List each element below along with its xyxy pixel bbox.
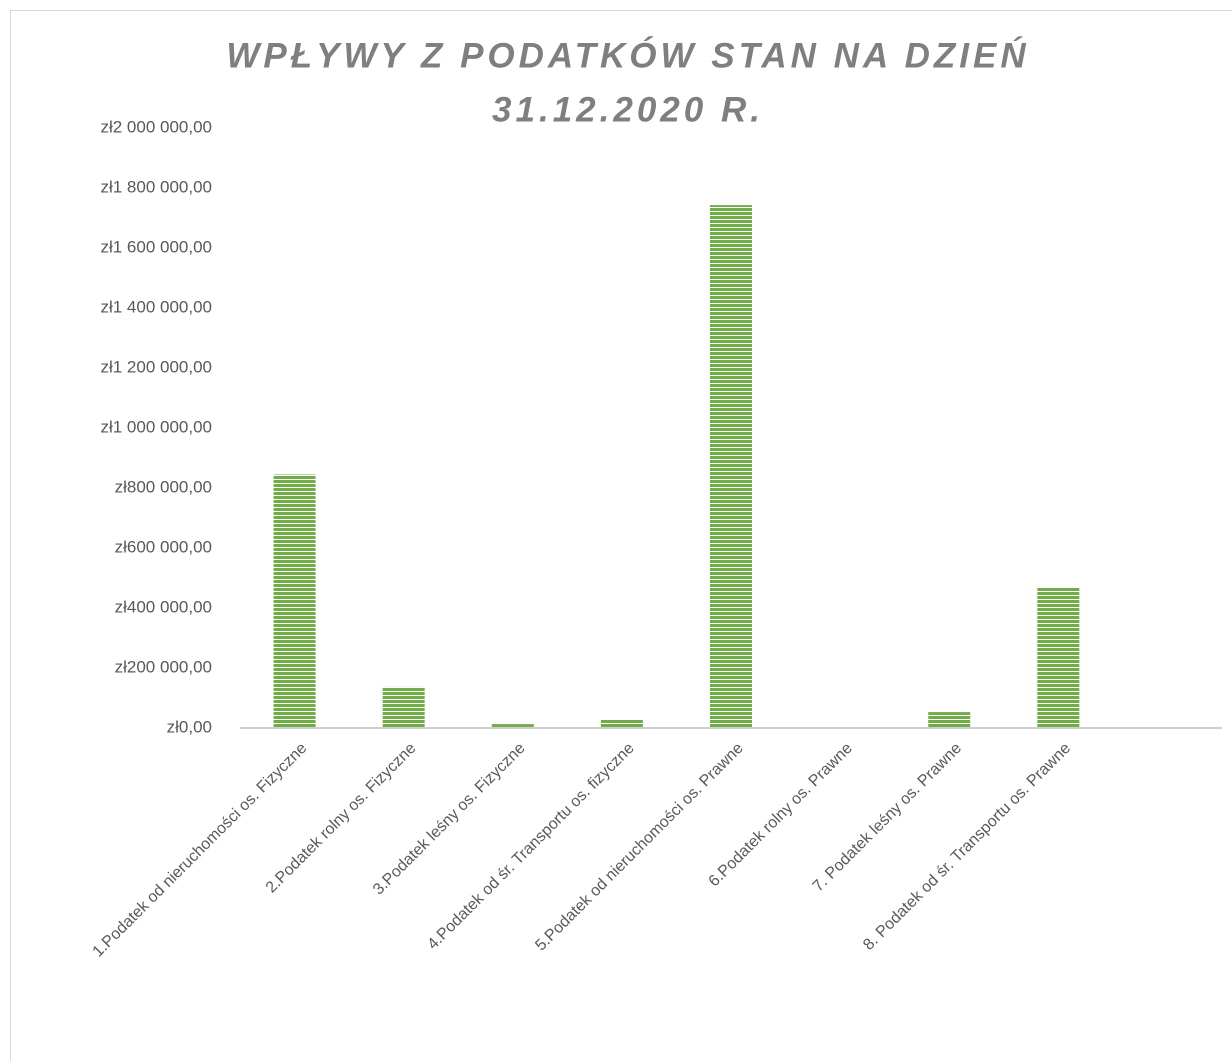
x-tick-label: 5.Podatek od nieruchomości os. Prawne bbox=[532, 740, 747, 955]
x-tick-label: 4.Podatek od śr. Transportu os. fizyczne bbox=[424, 740, 637, 953]
y-tick-label: zł800 000,00 bbox=[115, 477, 212, 496]
x-tick-label: 1.Podatek od nieruchomości os. Fizyczne bbox=[90, 740, 311, 961]
bar bbox=[491, 724, 534, 728]
bar bbox=[710, 205, 752, 729]
bar bbox=[273, 474, 316, 728]
bar bbox=[382, 686, 425, 728]
chart-title: WPŁYWY Z PODATKÓW STAN NA DZIEŃ bbox=[226, 35, 1029, 75]
y-tick-label: zł2 000 000,00 bbox=[100, 117, 212, 136]
y-tick-label: zł200 000,00 bbox=[115, 657, 212, 676]
bar bbox=[928, 712, 971, 728]
bar bbox=[1037, 587, 1080, 728]
y-tick-label: zł1 000 000,00 bbox=[100, 417, 212, 436]
x-tick-label: 8. Podatek od śr. Transportu os. Prawne bbox=[860, 740, 1074, 954]
y-tick-label: zł1 600 000,00 bbox=[100, 237, 212, 256]
chart-border bbox=[10, 10, 1232, 1061]
y-tick-label: zł400 000,00 bbox=[115, 597, 212, 616]
y-tick-label: zł1 200 000,00 bbox=[100, 357, 212, 376]
chart-title: 31.12.2020 R. bbox=[492, 90, 764, 129]
y-tick-label: zł600 000,00 bbox=[115, 537, 212, 556]
y-tick-label: zł1 400 000,00 bbox=[100, 297, 212, 316]
bar bbox=[600, 719, 643, 728]
y-tick-label: zł1 800 000,00 bbox=[100, 177, 212, 196]
y-tick-label: zł0,00 bbox=[167, 717, 212, 736]
